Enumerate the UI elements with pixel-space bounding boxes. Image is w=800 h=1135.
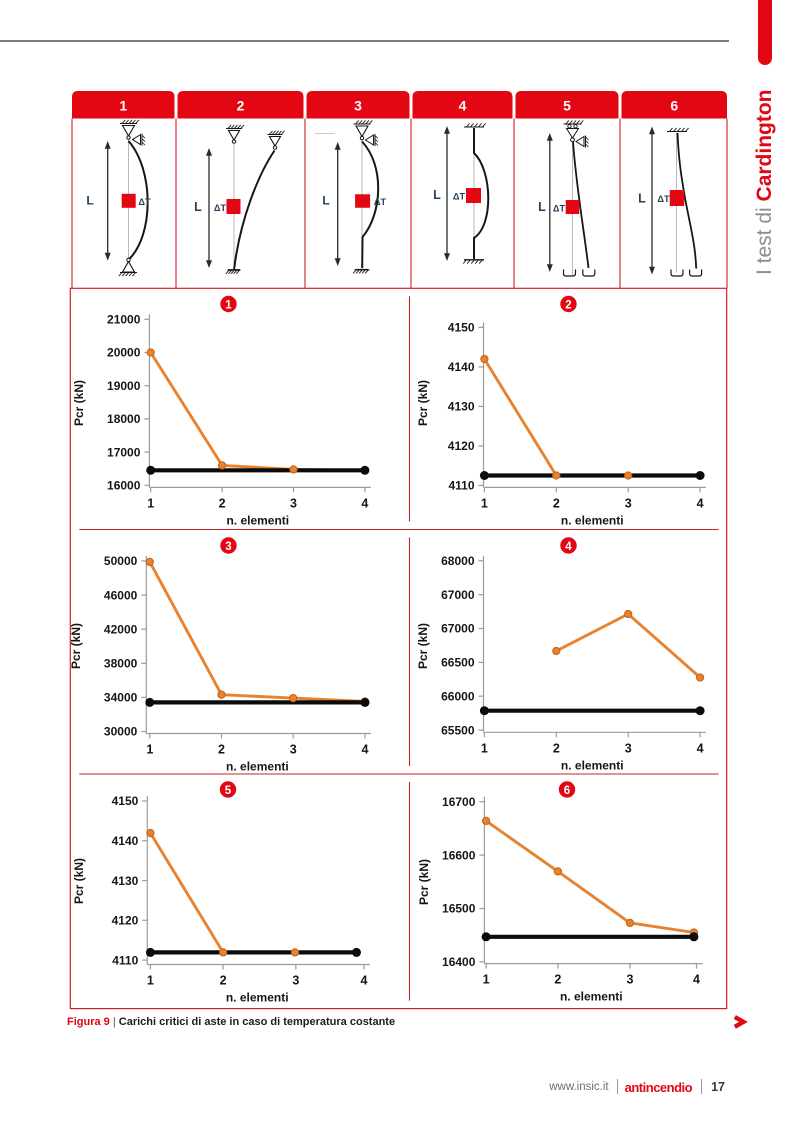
svg-text:1: 1	[119, 98, 127, 114]
svg-text:16000: 16000	[107, 479, 141, 493]
svg-text:18000: 18000	[107, 412, 141, 426]
svg-text:n. elementi: n. elementi	[561, 759, 624, 773]
svg-text:n. elementi: n. elementi	[560, 990, 623, 1004]
svg-text:ΔT: ΔT	[553, 204, 566, 214]
svg-text:3: 3	[354, 98, 362, 114]
svg-text:34000: 34000	[104, 691, 138, 705]
svg-text:21000: 21000	[107, 313, 141, 327]
svg-text:67000: 67000	[441, 588, 475, 602]
svg-text:2: 2	[565, 299, 571, 311]
svg-text:n. elementi: n. elementi	[561, 514, 624, 528]
svg-text:L: L	[86, 194, 93, 208]
svg-text:4120: 4120	[112, 914, 139, 928]
svg-text:n. elementi: n. elementi	[226, 514, 289, 528]
svg-text:4120: 4120	[448, 439, 475, 453]
svg-text:1: 1	[483, 973, 490, 987]
svg-text:2: 2	[554, 973, 561, 987]
svg-text:68000: 68000	[441, 554, 475, 568]
svg-text:4: 4	[362, 743, 369, 757]
svg-text:3: 3	[625, 497, 632, 511]
svg-text:46000: 46000	[104, 588, 138, 602]
svg-text:4: 4	[697, 742, 704, 756]
svg-text:4: 4	[459, 98, 467, 114]
svg-text:4130: 4130	[112, 874, 139, 888]
svg-text:20000: 20000	[107, 346, 141, 360]
svg-text:Pcr (kN): Pcr (kN)	[416, 623, 430, 669]
svg-text:67000: 67000	[441, 622, 475, 636]
svg-text:3: 3	[290, 497, 297, 511]
svg-text:L: L	[194, 200, 202, 214]
svg-text:2: 2	[219, 497, 226, 511]
svg-text:Pcr (kN): Pcr (kN)	[72, 858, 86, 904]
svg-text:50000: 50000	[104, 554, 138, 568]
svg-text:65500: 65500	[441, 723, 475, 737]
svg-text:L: L	[322, 194, 329, 208]
svg-text:4: 4	[361, 974, 368, 988]
svg-text:19000: 19000	[107, 379, 141, 393]
svg-text:4: 4	[361, 497, 368, 511]
svg-text:n. elementi: n. elementi	[226, 991, 289, 1005]
svg-text:30000: 30000	[104, 725, 138, 739]
svg-text:ΔT: ΔT	[138, 197, 151, 207]
svg-text:ΔT: ΔT	[657, 194, 670, 204]
svg-text:L: L	[538, 200, 546, 214]
svg-text:38000: 38000	[104, 657, 138, 671]
svg-text:1: 1	[225, 299, 232, 311]
svg-text:4: 4	[565, 541, 572, 553]
svg-text:4: 4	[693, 973, 700, 987]
svg-text:4110: 4110	[448, 479, 474, 493]
svg-text:4140: 4140	[448, 360, 475, 374]
svg-text:2: 2	[220, 974, 227, 988]
svg-text:1: 1	[147, 497, 154, 511]
svg-text:ΔT: ΔT	[214, 203, 227, 213]
svg-text:Pcr (kN): Pcr (kN)	[416, 380, 430, 426]
svg-text:2: 2	[237, 98, 245, 114]
svg-text:Pcr (kN): Pcr (kN)	[69, 623, 83, 669]
svg-text:16400: 16400	[442, 955, 476, 969]
svg-text:2: 2	[553, 742, 560, 756]
svg-text:16700: 16700	[442, 795, 476, 809]
svg-text:L: L	[433, 188, 441, 202]
svg-text:42000: 42000	[104, 622, 138, 636]
svg-text:3: 3	[290, 743, 297, 757]
svg-text:4110: 4110	[112, 953, 138, 967]
svg-text:4: 4	[697, 497, 704, 511]
svg-text:5: 5	[225, 785, 232, 797]
svg-text:4140: 4140	[112, 834, 139, 848]
svg-text:4150: 4150	[448, 321, 475, 335]
svg-text:16500: 16500	[442, 902, 476, 916]
svg-text:Pcr (kN): Pcr (kN)	[417, 859, 431, 905]
svg-text:17000: 17000	[107, 445, 141, 459]
svg-text:1: 1	[147, 974, 154, 988]
svg-text:3: 3	[225, 541, 231, 553]
svg-text:2: 2	[553, 497, 560, 511]
svg-text:4150: 4150	[112, 794, 139, 808]
svg-text:3: 3	[627, 973, 634, 987]
svg-text:4130: 4130	[448, 400, 475, 414]
svg-text:6: 6	[670, 98, 678, 114]
svg-text:1: 1	[146, 743, 153, 757]
svg-text:ΔT: ΔT	[453, 192, 466, 202]
svg-text:66000: 66000	[441, 689, 475, 703]
svg-text:ΔT: ΔT	[374, 197, 387, 207]
svg-text:Pcr (kN): Pcr (kN)	[72, 380, 86, 426]
svg-text:66500: 66500	[441, 656, 475, 670]
svg-text:2: 2	[218, 743, 225, 757]
svg-text:16600: 16600	[442, 848, 476, 862]
svg-text:5: 5	[563, 98, 571, 114]
svg-text:n. elementi: n. elementi	[226, 760, 289, 774]
svg-text:3: 3	[292, 974, 299, 988]
svg-text:L: L	[638, 192, 646, 206]
svg-text:1: 1	[481, 497, 488, 511]
svg-text:3: 3	[625, 742, 632, 756]
svg-text:6: 6	[564, 785, 570, 797]
svg-text:1: 1	[481, 742, 488, 756]
